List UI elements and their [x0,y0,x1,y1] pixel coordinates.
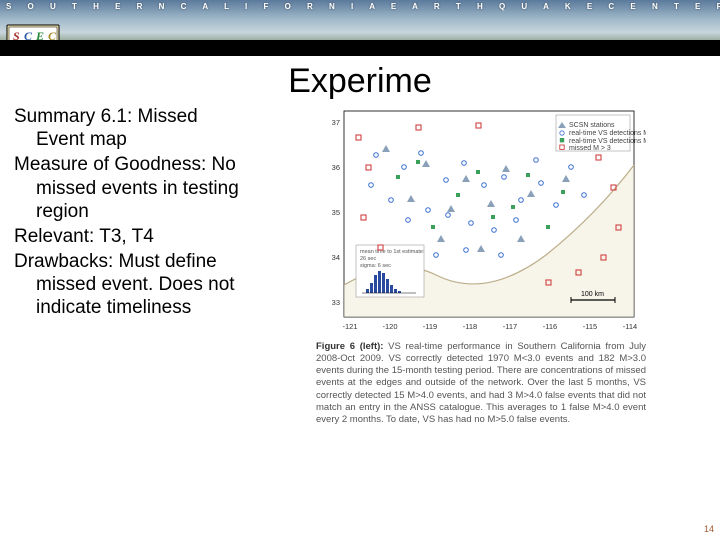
page-number: 14 [704,524,714,534]
svg-text:sigma: 6 sec: sigma: 6 sec [360,263,391,269]
summary-value: T3, T4 [99,226,154,247]
summary-label: Summary 6.1: [14,106,132,127]
svg-text:100 km: 100 km [581,291,604,298]
svg-text:-116: -116 [543,322,557,331]
svg-text:SCSN stations: SCSN stations [569,122,615,129]
svg-text:real-time VS detections M < 3: real-time VS detections M < 3 [569,130,646,137]
header-banner: S O U T H E R N C A L I F O R N I A E A … [0,0,720,56]
svg-text:-115: -115 [583,322,597,331]
banner-black-strip [0,40,720,54]
content-row: Summary 6.1: Missed Event map Measure of… [0,105,720,426]
svg-text:-119: -119 [423,322,437,331]
summary-item-1: Summary 6.1: Missed Event map [14,105,310,151]
svg-text:real-time VS detections M > 3: real-time VS detections M > 3 [569,138,646,145]
svg-text:-117: -117 [503,322,517,331]
figure-column: SCSN stations real-time VS detections M … [316,105,720,426]
summary-value-cont: Event map [14,128,310,151]
banner-title-letters: S O U T H E R N C A L I F O R N I A E A … [0,2,720,11]
svg-text:35: 35 [332,208,340,217]
svg-text:26 sec: 26 sec [360,256,376,262]
svg-text:-118: -118 [463,322,477,331]
svg-text:-121: -121 [342,322,357,331]
slide-title: Experime [0,62,720,101]
summary-label: Drawbacks: [14,251,113,272]
caption-label: Figure 6 (left): [316,341,383,352]
svg-text:36: 36 [332,163,340,172]
summary-value-first: Missed [138,106,198,127]
svg-text:37: 37 [332,118,340,127]
svg-text:mean time to 1st estimate:: mean time to 1st estimate: [360,249,425,255]
summary-item-2: Measure of Goodness: No missed events in… [14,153,310,223]
summary-label: Measure of Goodness: [14,154,206,175]
svg-text:34: 34 [332,253,340,262]
summary-item-4: Drawbacks: Must define missed event. Doe… [14,250,310,320]
figure-box: SCSN stations real-time VS detections M … [316,105,646,426]
svg-text:-114: -114 [623,322,637,331]
svg-text:33: 33 [332,298,340,307]
summary-column: Summary 6.1: Missed Event map Measure of… [0,105,316,426]
svg-text:missed M > 3: missed M > 3 [569,145,611,152]
summary-item-3: Relevant: T3, T4 [14,225,310,248]
map-figure: SCSN stations real-time VS detections M … [316,105,646,337]
figure-caption: Figure 6 (left): VS real-time performanc… [316,341,646,426]
svg-text:-120: -120 [382,322,397,331]
caption-text: VS real-time performance in Southern Cal… [316,341,646,425]
summary-label: Relevant: [14,226,94,247]
